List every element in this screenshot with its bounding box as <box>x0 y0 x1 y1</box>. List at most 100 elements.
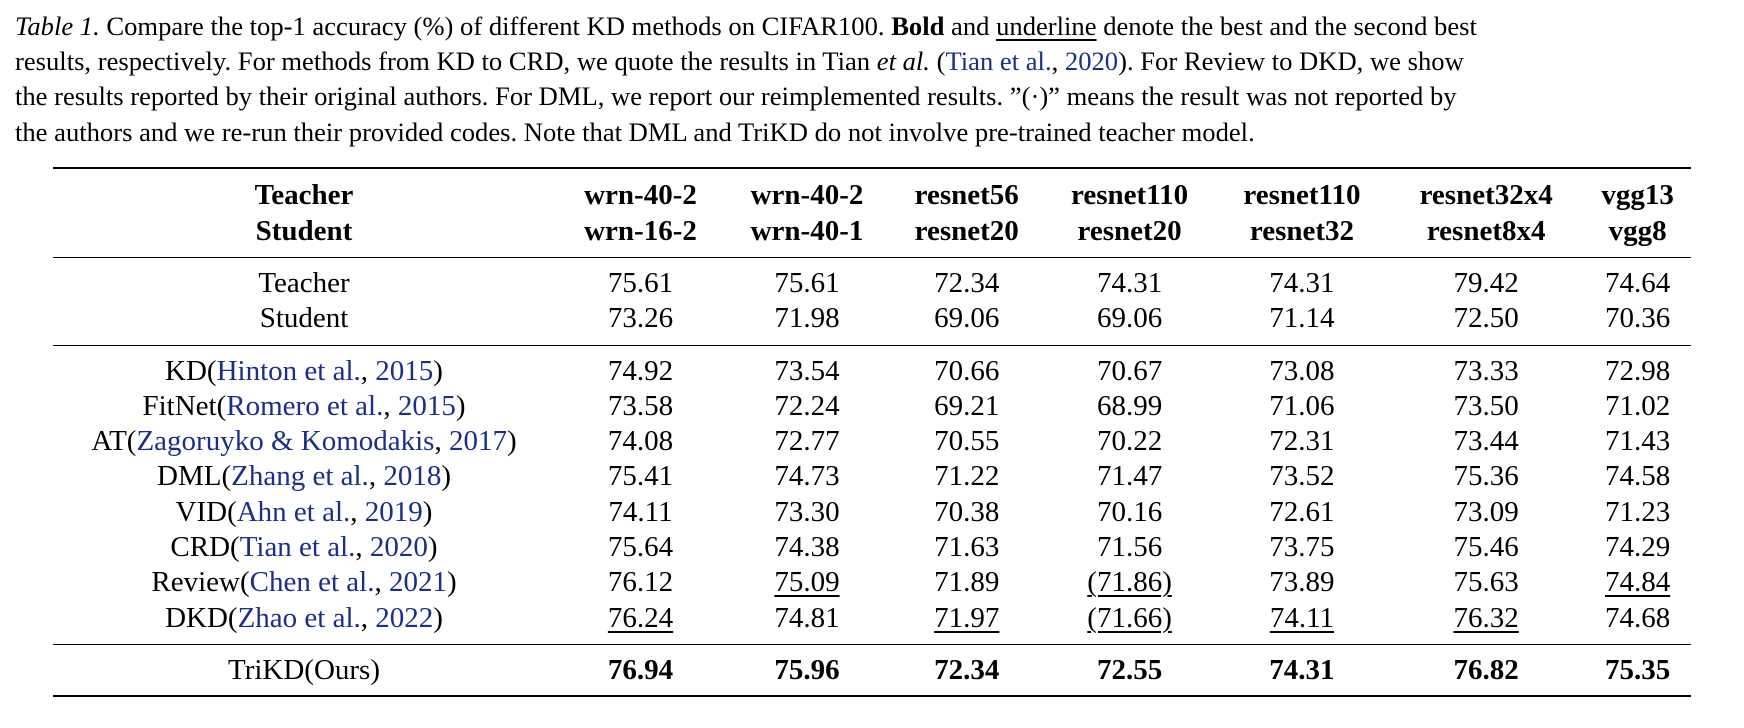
value-cell: 70.66 <box>934 354 1000 387</box>
citation-year-link[interactable]: 2021 <box>388 566 447 599</box>
value-cell: 71.56 <box>1096 531 1163 564</box>
citation-link[interactable]: Tian et al. <box>945 46 1052 77</box>
best-value-cell: 72.55 <box>1096 653 1163 686</box>
method-row: KD(Hinton et al., 2015) 74.92 73.54 70.66 70… <box>53 345 1691 389</box>
method-label: CRD(Tian et al., 2020) <box>170 531 438 564</box>
citation-year-link[interactable]: 2020 <box>1064 46 1119 77</box>
value-cell: 72.31 <box>1269 425 1335 458</box>
value-cell: 75.36 <box>1453 460 1519 493</box>
baseline-row: Student 73.26 71.98 69.06 69.06 71.14 72.50 70.… <box>53 301 1691 345</box>
value-cell: 74.31 <box>1269 267 1335 299</box>
best-value-cell: 72.34 <box>934 653 1000 686</box>
value-cell: 71.02 <box>1604 389 1671 422</box>
citation-year-link[interactable]: 2018 <box>383 460 442 493</box>
citation-link[interactable]: Zagoruyko & Komodakis <box>136 425 435 458</box>
value-cell: 75.09 <box>724 565 890 600</box>
citation-year-link[interactable]: 2022 <box>375 601 434 634</box>
second-best-value: 74.84 <box>1604 566 1671 599</box>
value-cell: 74.58 <box>1604 460 1671 493</box>
method-label: FitNet(Romero et al., 2015) <box>142 389 466 422</box>
results-table-body: Teacher wrn-40-2 wrn-40-2 resnet56 resne… <box>53 168 1691 696</box>
value-cell: 71.22 <box>934 460 1000 493</box>
ours-row: TriKD(Ours) 76.94 75.96 72.34 72.55 74.31 76.8… <box>53 644 1691 696</box>
citation-year-link[interactable]: 2017 <box>448 425 507 458</box>
value-cell: 75.46 <box>1453 531 1519 564</box>
header-col-student: vgg8 <box>1608 215 1667 247</box>
value-cell: 75.61 <box>774 267 840 299</box>
citation-link[interactable]: Zhao et al. <box>237 601 361 634</box>
value-cell: 73.30 <box>774 495 840 528</box>
value-cell: 72.61 <box>1269 495 1335 528</box>
header-col-student: resnet20 <box>914 215 1019 247</box>
value-cell: 74.92 <box>607 354 674 387</box>
citation-link[interactable]: Zhang et al. <box>231 460 369 493</box>
value-cell: 70.55 <box>934 425 1000 458</box>
second-best-value: 76.32 <box>1453 601 1519 634</box>
citation-link[interactable]: Romero et al. <box>226 389 384 422</box>
value-cell: 75.61 <box>607 267 674 299</box>
header-col-student: wrn-40-1 <box>750 215 864 247</box>
value-cell: 75.64 <box>607 531 674 564</box>
caption-line-3: the results reported by their original a… <box>15 81 1457 112</box>
citation-year-link[interactable]: 2019 <box>364 495 423 528</box>
value-cell: 71.06 <box>1269 389 1335 422</box>
value-cell: (71.86) <box>1043 565 1215 600</box>
citation-year-link[interactable]: 2015 <box>375 354 434 387</box>
method-label: KD(Hinton et al., 2015) <box>165 354 443 387</box>
value-cell: 73.52 <box>1269 460 1335 493</box>
value-cell: 69.06 <box>1096 302 1163 335</box>
value-cell: 71.23 <box>1604 495 1671 528</box>
value-cell: 70.16 <box>1096 495 1163 528</box>
header-col-teacher: resnet56 <box>914 179 1019 211</box>
caption-line-4: the authors and we re-run their provided… <box>15 116 1255 147</box>
value-cell: 73.08 <box>1269 354 1335 387</box>
value-cell: 71.14 <box>1269 302 1335 335</box>
value-cell: 74.81 <box>774 601 840 634</box>
value-cell: 74.73 <box>774 460 840 493</box>
value-cell: 76.32 <box>1388 601 1584 645</box>
header-col-student: resnet20 <box>1077 215 1182 247</box>
method-row: DKD(Zhao et al., 2022) 76.24 74.81 71.97 (71… <box>53 601 1691 645</box>
method-label: Review(Chen et al., 2021) <box>151 566 457 599</box>
value-cell: 70.38 <box>934 495 1000 528</box>
value-cell: 70.67 <box>1096 354 1163 387</box>
method-row: AT(Zagoruyko & Komodakis, 2017) 74.08 72.7… <box>53 424 1691 459</box>
value-cell: 74.29 <box>1604 531 1671 564</box>
citation-link[interactable]: Chen et al. <box>249 566 375 599</box>
citation-year-link[interactable]: 2020 <box>369 531 428 564</box>
row-label: Student <box>259 302 349 335</box>
second-best-value: (71.66) <box>1087 601 1172 634</box>
value-cell: 68.99 <box>1096 389 1163 422</box>
header-col-teacher: wrn-40-2 <box>584 179 697 211</box>
value-cell: 70.22 <box>1096 425 1163 458</box>
value-cell: 74.38 <box>774 531 840 564</box>
header-col-teacher: wrn-40-2 <box>750 179 864 211</box>
method-row: FitNet(Romero et al., 2015) 73.58 72.24 69.… <box>53 389 1691 424</box>
value-cell: 70.36 <box>1604 302 1671 335</box>
value-cell: 72.98 <box>1604 354 1671 387</box>
method-row: VID(Ahn et al., 2019) 74.11 73.30 70.38 70.1… <box>53 495 1691 530</box>
method-row: Review(Chen et al., 2021) 76.12 75.09 71.89… <box>53 565 1691 600</box>
value-cell: 74.11 <box>1216 601 1388 645</box>
value-cell: 75.41 <box>607 460 674 493</box>
citation-year-link[interactable]: 2015 <box>397 389 456 422</box>
best-value-cell: 76.82 <box>1453 653 1519 686</box>
value-cell: 75.63 <box>1453 566 1519 599</box>
citation-link[interactable]: Hinton et al. <box>216 354 361 387</box>
value-cell: 73.50 <box>1453 389 1519 422</box>
value-cell: 73.44 <box>1453 425 1519 458</box>
citation-link[interactable]: Tian et al. <box>239 531 356 564</box>
value-cell: 72.50 <box>1453 302 1519 335</box>
value-cell: 74.11 <box>608 495 673 528</box>
method-row: CRD(Tian et al., 2020) 75.64 74.38 71.63 71.… <box>53 530 1691 565</box>
table-caption: Table 1. Compare the top-1 accuracy (%) … <box>15 9 1735 150</box>
citation-link[interactable]: Ahn et al. <box>236 495 351 528</box>
second-best-value: 75.09 <box>774 566 840 599</box>
value-cell: 71.47 <box>1096 460 1163 493</box>
value-cell: 72.34 <box>934 267 1000 299</box>
second-best-value: 74.11 <box>1269 601 1335 634</box>
value-cell: 79.42 <box>1453 267 1519 299</box>
value-cell: 71.98 <box>774 302 840 335</box>
second-best-value: 71.97 <box>934 601 1000 634</box>
best-value-cell: 76.94 <box>607 653 674 686</box>
